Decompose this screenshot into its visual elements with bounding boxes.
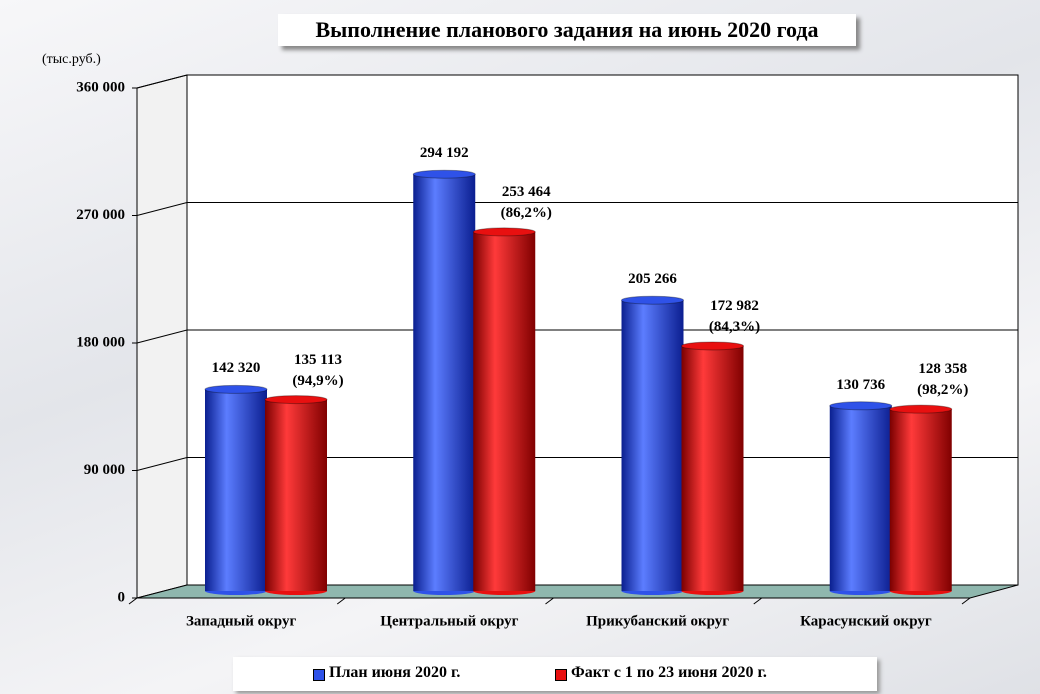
bar: [621, 300, 684, 591]
y-axis-label: (тыс.руб.): [42, 52, 101, 67]
value-label: 130 736: [836, 376, 886, 393]
legend-label: План июня 2020 г.: [329, 664, 461, 681]
cylinder-top: [889, 404, 953, 414]
grid-line: [136, 74, 1018, 89]
x-tick: [753, 597, 763, 605]
x-tick: [128, 597, 138, 605]
x-tick-label: Карасунский округ: [800, 613, 932, 629]
value-label: 135 113 (94,9%): [292, 351, 344, 389]
y-tick-label: 360 000: [76, 79, 125, 95]
x-tick-label: Западный округ: [186, 613, 296, 629]
y-tick-label: 180 000: [76, 334, 125, 350]
bar: [413, 174, 476, 591]
y-tick-label: 270 000: [76, 207, 125, 223]
x-tick-label: Прикубанский округ: [586, 613, 729, 629]
bar: [205, 389, 267, 591]
cylinder-top: [621, 295, 684, 305]
floor: [136, 584, 1019, 599]
cylinder-top: [681, 341, 744, 351]
grid-line: [136, 329, 1018, 344]
legend-swatch: [313, 669, 325, 681]
legend: План июня 2020 г. Факт с 1 по 23 июня 202…: [233, 657, 877, 691]
value-label: 172 982 (84,3%): [708, 297, 761, 335]
x-tick: [336, 597, 346, 605]
bar: [829, 405, 892, 591]
bar: [889, 409, 952, 591]
bar: [265, 399, 327, 591]
value-label: 205 266: [628, 271, 677, 288]
bar: [473, 231, 536, 591]
x-tick: [545, 597, 554, 605]
cylinder-top: [412, 169, 476, 179]
value-label: 253 464 (86,2%): [500, 183, 552, 221]
bar: [681, 345, 744, 591]
legend-swatch: [555, 669, 567, 681]
x-tick: [961, 597, 971, 605]
cylinder-top: [264, 395, 328, 405]
y-tick-label: 90 000: [84, 462, 125, 478]
cylinder-top: [204, 384, 268, 394]
value-label: 142 320: [211, 360, 261, 377]
legend-label: Факт с 1 по 23 июня 2020 г.: [571, 664, 767, 681]
chart-title: Выполнение планового задания на июнь 202…: [278, 14, 856, 46]
value-label: 294 192: [419, 145, 469, 162]
y-tick-label: 0: [118, 589, 126, 605]
value-label: 128 358 (98,2%): [917, 361, 969, 399]
cylinder-top: [472, 227, 536, 237]
grid-line: [136, 202, 1018, 216]
x-tick-label: Центральный округ: [380, 613, 518, 629]
cylinder-top: [829, 401, 893, 411]
